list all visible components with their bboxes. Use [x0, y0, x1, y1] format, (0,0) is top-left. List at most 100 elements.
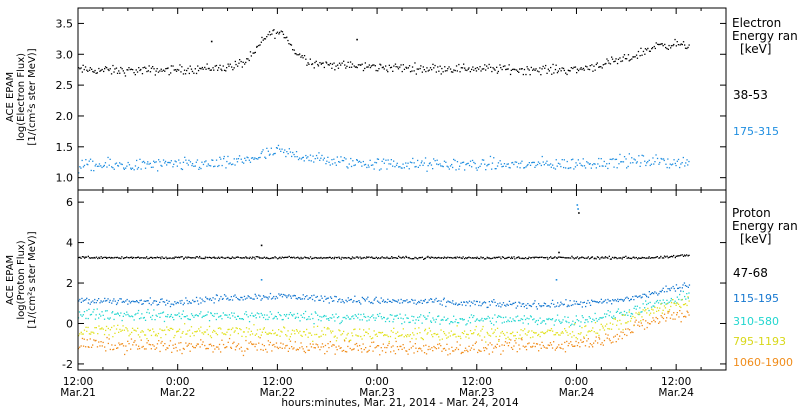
data-point: [372, 164, 374, 166]
data-point: [222, 297, 224, 300]
data-point: [199, 67, 201, 69]
data-point: [176, 165, 178, 167]
data-point: [329, 341, 331, 343]
data-point: [687, 297, 689, 299]
data-point: [604, 299, 607, 301]
data-point: [601, 302, 603, 304]
data-point: [547, 344, 549, 346]
data-point: [624, 322, 627, 324]
data-point: [483, 336, 486, 338]
data-point: [635, 308, 637, 310]
data-point: [340, 301, 342, 303]
data-point: [326, 350, 328, 353]
data-point: [614, 60, 616, 62]
data-point: [572, 158, 574, 160]
series-115-195: [78, 282, 691, 310]
data-point: [401, 334, 403, 336]
data-point: [556, 346, 559, 348]
data-point: [289, 151, 292, 153]
data-point: [173, 163, 175, 165]
data-point: [637, 324, 639, 326]
data-point: [416, 332, 418, 335]
data-point: [670, 45, 673, 47]
data-point: [661, 43, 663, 45]
data-point: [95, 72, 97, 74]
data-point: [451, 321, 453, 323]
data-point: [589, 65, 591, 67]
data-point: [544, 257, 547, 259]
data-point: [234, 294, 236, 296]
data-point: [216, 294, 218, 297]
data-point: [660, 291, 662, 293]
data-point: [196, 330, 198, 332]
data-point: [540, 322, 542, 324]
data-point: [89, 303, 91, 305]
data-point: [620, 298, 622, 301]
data-point: [543, 332, 546, 335]
data-point: [601, 165, 603, 167]
data-point: [192, 345, 194, 348]
data-point: [304, 351, 307, 354]
data-point: [591, 164, 594, 166]
data-point: [402, 344, 404, 346]
data-point: [637, 258, 639, 260]
data-point: [405, 255, 407, 258]
data-point: [598, 338, 601, 340]
data-point: [283, 257, 285, 259]
data-point: [194, 165, 196, 167]
data-point: [202, 300, 204, 302]
data-point: [412, 319, 414, 322]
data-point: [428, 327, 430, 329]
data-point: [151, 318, 153, 321]
data-point: [165, 315, 167, 318]
data-point: [608, 255, 610, 257]
data-point: [654, 291, 656, 293]
data-point: [285, 315, 287, 317]
data-point: [428, 256, 430, 259]
data-point: [115, 67, 118, 69]
data-point: [422, 66, 424, 68]
data-point: [561, 343, 563, 345]
data-point: [473, 69, 475, 71]
data-point: [415, 73, 417, 75]
data-point: [613, 300, 615, 302]
data-point: [353, 317, 355, 320]
data-point: [479, 335, 481, 337]
data-point: [309, 154, 312, 156]
data-point: [661, 302, 663, 304]
data-point: [146, 256, 148, 258]
data-point: [301, 298, 303, 300]
data-point: [406, 350, 408, 352]
data-point: [93, 339, 95, 341]
data-point: [557, 162, 560, 164]
data-point: [430, 164, 433, 166]
data-point: [150, 334, 153, 337]
data-point: [380, 297, 382, 299]
data-point: [377, 315, 380, 317]
data-point: [345, 158, 347, 160]
data-point: [676, 314, 678, 316]
data-point: [127, 303, 129, 305]
data-point: [454, 321, 456, 323]
data-point: [360, 313, 362, 316]
data-point: [600, 158, 602, 160]
data-point: [454, 349, 457, 351]
data-point: [295, 349, 297, 351]
data-point: [138, 318, 141, 320]
data-point: [96, 299, 98, 302]
data-point: [273, 343, 275, 346]
data-point: [488, 334, 490, 336]
data-point: [228, 328, 230, 330]
data-point: [659, 257, 661, 259]
data-point: [431, 301, 434, 303]
data-point: [666, 299, 668, 301]
data-point: [179, 162, 181, 164]
data-point: [462, 351, 464, 354]
data-point: [299, 53, 301, 55]
data-point: [391, 256, 393, 258]
data-point: [330, 297, 333, 299]
data-point: [222, 312, 224, 314]
data-point: [392, 165, 394, 167]
data-point: [451, 346, 453, 348]
data-point: [133, 169, 135, 171]
